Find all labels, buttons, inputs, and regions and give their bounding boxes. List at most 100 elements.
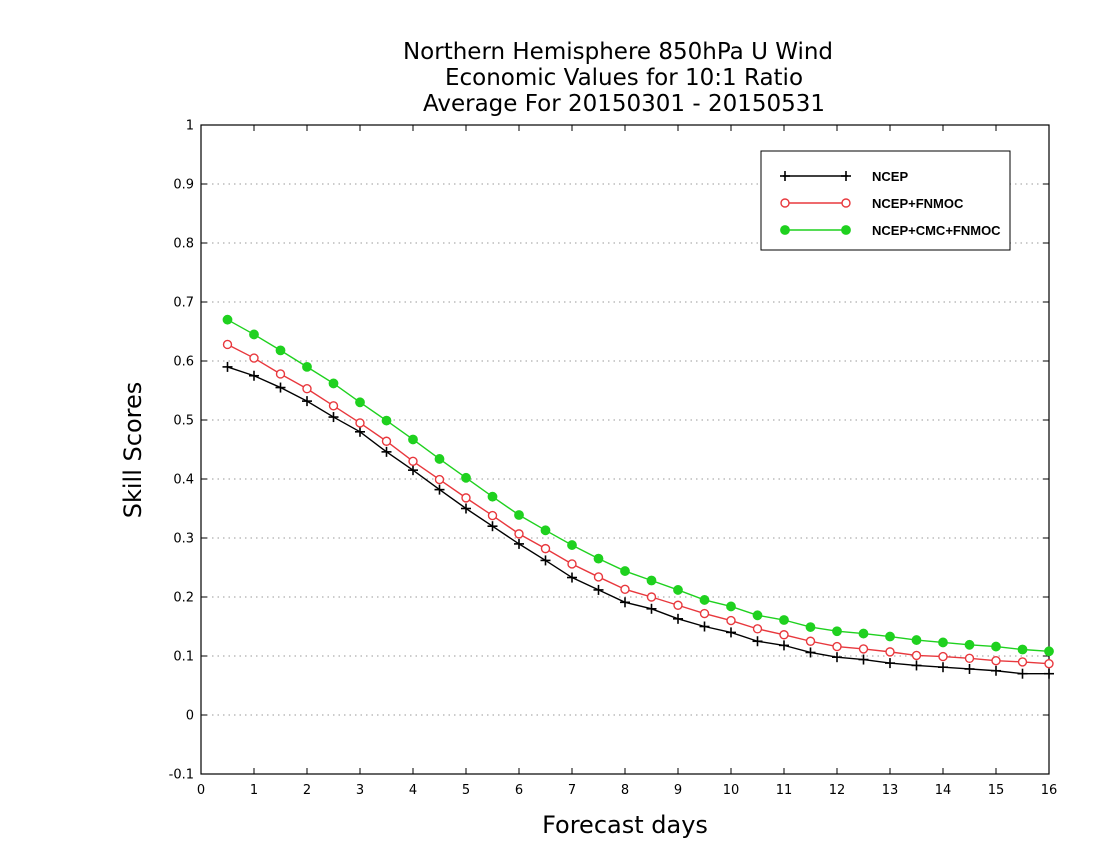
data-point [355,418,365,428]
data-point [593,553,604,564]
data-point [593,572,604,582]
data-point [885,658,895,669]
data-point [726,615,736,626]
data-point [249,370,259,381]
data-point [408,465,418,476]
x-tick-label: 11 [776,783,793,798]
data-point [832,652,842,663]
data-point [911,660,922,671]
data-point [779,615,789,625]
data-point [408,456,418,466]
data-point [302,396,312,407]
x-tick-label: 13 [882,783,899,798]
data-point [858,628,869,639]
data-point [805,622,816,632]
data-point [1017,668,1028,679]
y-tick-label: 0.3 [173,532,194,547]
data-point [858,644,869,654]
data-point [355,397,365,408]
data-point [779,640,789,651]
data-point [991,665,1001,676]
data-point [487,510,498,521]
x-tick-label: 1 [250,783,258,798]
y-tick-label: 0.5 [173,414,194,429]
data-point [1044,646,1054,657]
data-point [1044,668,1054,679]
series-line [227,343,1050,665]
data-point [752,636,763,647]
x-tick-label: 15 [988,783,1005,798]
x-tick-label: 8 [621,783,629,798]
chart-title-line-3: Average For 20150301 - 20150531 [423,91,825,117]
x-tick-label: 16 [1041,783,1058,798]
legend-marker [780,171,790,181]
data-point [991,641,1001,652]
data-point [328,412,339,423]
data-point [673,600,683,610]
data-point [832,626,842,637]
data-point [249,353,259,363]
data-point [514,510,524,520]
legend-item: NCEP+CMC+FNMOC [780,223,1001,238]
data-point [673,613,683,624]
legend-item: NCEP+FNMOC [780,196,964,211]
data-point [964,653,975,664]
legend: NCEP NCEP+FNMOC NCEP+CMC+FNMOC [760,150,1011,251]
data-point [593,584,604,595]
data-point [567,572,577,583]
x-tick-label: 7 [568,783,576,798]
data-point [461,503,471,514]
x-tick-label: 2 [303,783,311,798]
data-point [858,654,869,665]
x-tick-label: 5 [462,783,470,798]
data-point [540,525,551,536]
data-point [779,630,789,640]
y-tick-label: 0.8 [173,237,194,252]
legend-label: NCEP [872,169,908,184]
series-line [227,366,1049,675]
legend-item: NCEP [780,169,908,184]
x-tick-label: 0 [197,783,205,798]
legend-label: NCEP+CMC+FNMOC [872,223,1001,238]
y-axis-title: Skill Scores [119,382,147,519]
legend-marker [780,225,790,235]
data-point [911,635,922,645]
legend-label: NCEP+FNMOC [872,196,964,211]
data-point [249,329,259,340]
data-point [752,610,763,621]
x-tick-label: 3 [356,783,364,798]
data-point [646,592,657,602]
data-point [964,639,975,650]
data-point [222,339,233,350]
data-point [381,446,392,457]
data-point [1044,658,1054,669]
data-point [355,426,365,437]
data-point [434,474,445,485]
data-point [381,415,392,426]
data-point [699,595,710,605]
y-tick-label: 0 [186,709,194,724]
data-point [461,493,471,503]
data-point [699,608,710,619]
x-tick-label: 14 [935,783,952,798]
data-point [726,627,736,638]
data-point [938,662,948,673]
y-tick-label: -0.1 [169,768,194,783]
data-point [434,454,445,464]
data-point [991,656,1001,666]
data-point [620,566,630,576]
x-tick-label: 10 [723,783,740,798]
data-point [540,555,551,566]
x-tick-label: 6 [515,783,523,798]
series-line [227,319,1050,652]
axis-ticks: -0.100.10.20.30.40.50.60.70.80.910 1 2 3 4 5 6… [169,119,1058,799]
data-point [567,540,577,550]
data-point [514,538,524,549]
legend-marker [780,198,790,208]
data-point [620,584,630,595]
chart-title-line-1: Northern Hemisphere 850hPa U Wind [403,39,833,65]
data-point [487,521,498,532]
data-point [222,314,233,325]
data-point [938,637,948,648]
